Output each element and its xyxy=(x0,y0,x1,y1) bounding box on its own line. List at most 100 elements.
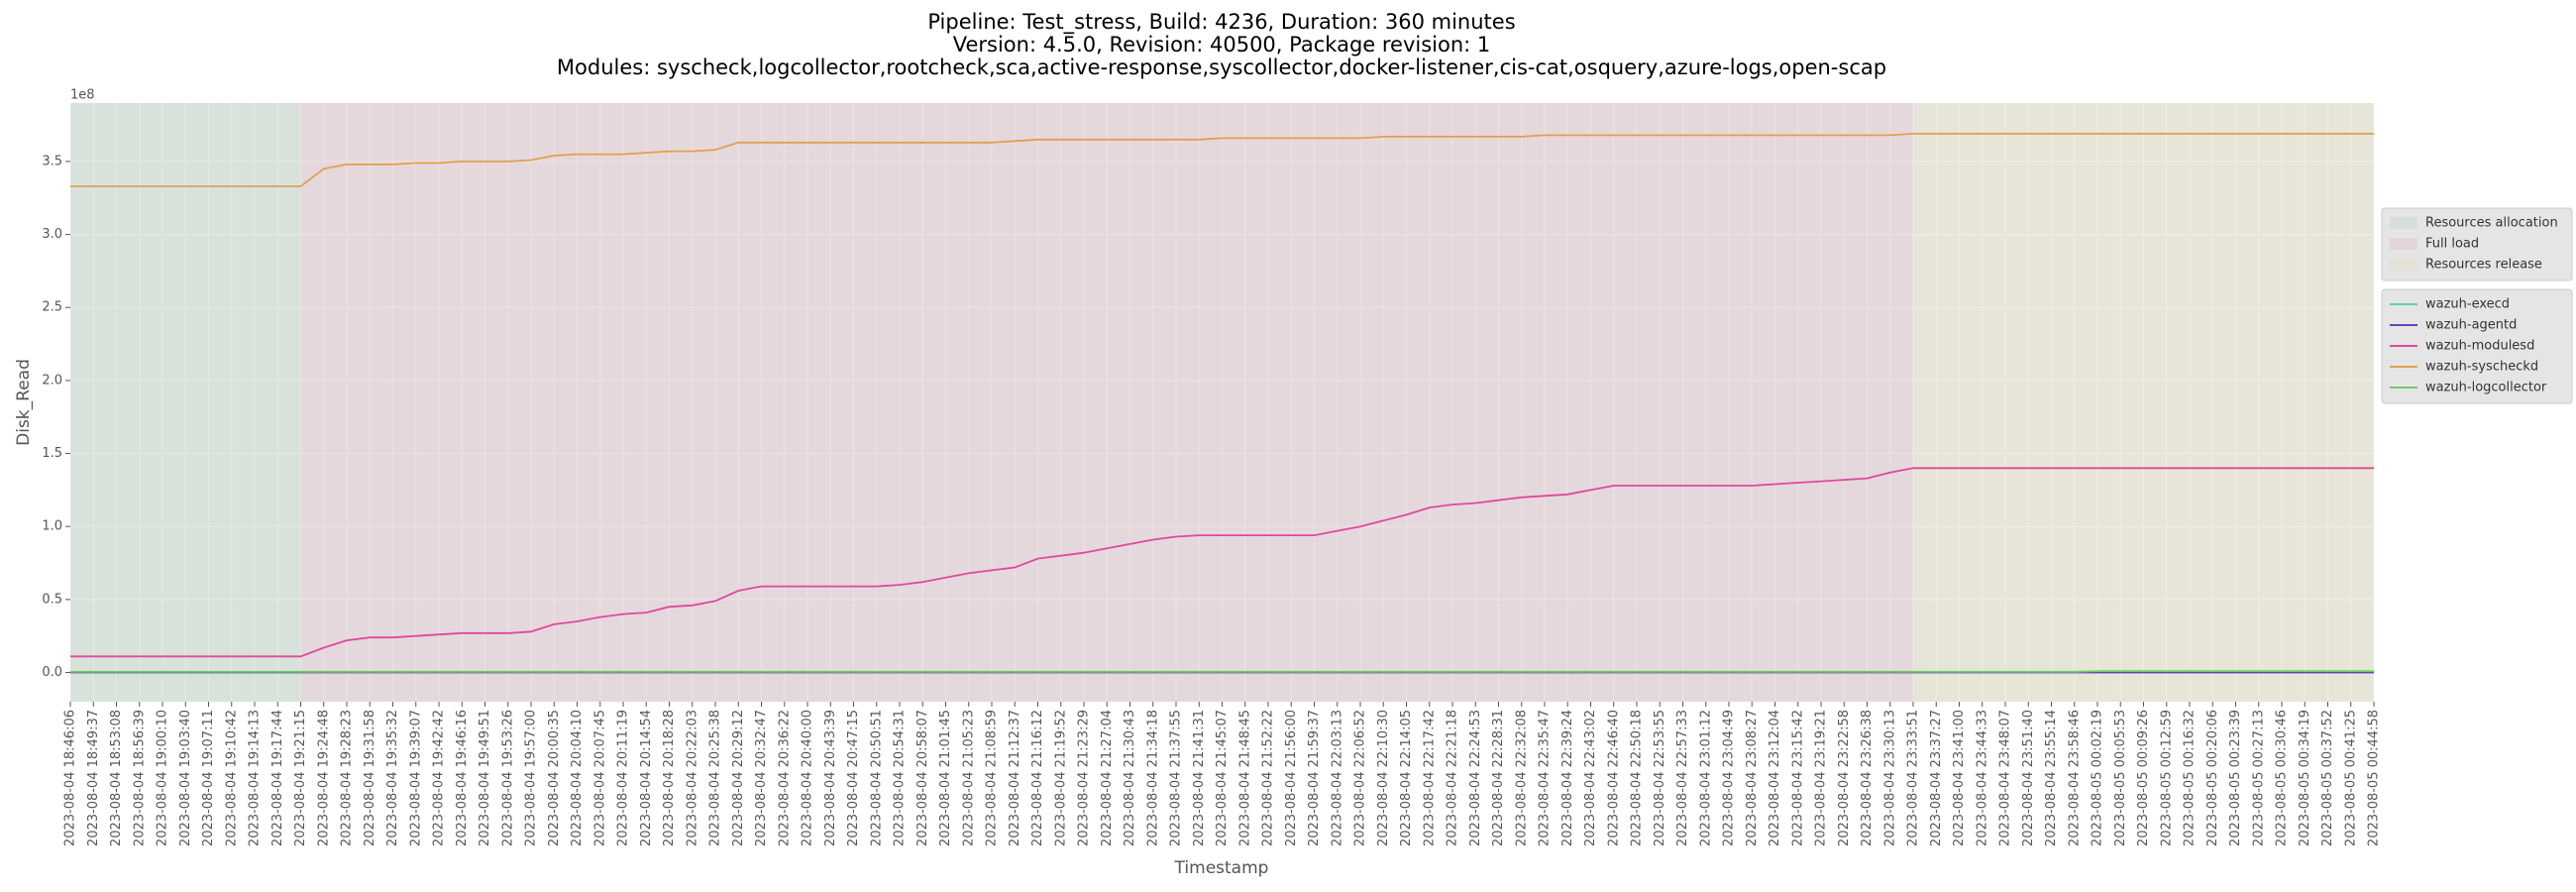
x-tick-label: 2023-08-05 00:12:59 xyxy=(2159,710,2174,846)
legend-label: wazuh-syscheckd xyxy=(2425,360,2538,375)
x-tick-label: 2023-08-04 21:34:18 xyxy=(1145,710,1160,846)
x-tick-label: 2023-08-05 00:20:06 xyxy=(2205,710,2220,846)
x-tick-label: 2023-08-05 00:09:26 xyxy=(2136,710,2151,846)
chart-title: Pipeline: Test_stress, Build: 4236, Dura… xyxy=(927,10,1515,35)
x-tick-label: 2023-08-04 21:08:59 xyxy=(985,710,1000,846)
x-tick-label: 2023-08-04 23:15:42 xyxy=(1790,710,1805,846)
x-tick-label: 2023-08-04 18:46:06 xyxy=(63,710,78,846)
x-tick-label: 2023-08-04 19:21:15 xyxy=(293,710,308,846)
x-tick-label: 2023-08-04 23:37:27 xyxy=(1929,710,1944,846)
x-tick-label: 2023-08-05 00:44:58 xyxy=(2367,710,2382,846)
series-line xyxy=(70,670,2374,673)
x-tick-label: 2023-08-04 18:56:39 xyxy=(132,710,147,846)
x-tick-label: 2023-08-04 21:05:23 xyxy=(961,710,976,846)
x-tick-label: 2023-08-04 19:28:23 xyxy=(340,710,355,846)
x-tick-label: 2023-08-04 22:28:31 xyxy=(1491,710,1506,846)
x-tick-label: 2023-08-04 21:30:43 xyxy=(1123,710,1137,846)
x-tick-label: 2023-08-04 21:16:12 xyxy=(1030,710,1045,846)
series-line xyxy=(70,133,2374,187)
y-tick-label: 2.5 xyxy=(42,300,62,315)
y-offset-label: 1e8 xyxy=(70,88,95,103)
x-tick-label: 2023-08-04 22:53:55 xyxy=(1653,710,1667,846)
y-tick-label: 1.0 xyxy=(42,519,62,534)
x-tick-label: 2023-08-04 19:14:13 xyxy=(248,710,263,846)
region xyxy=(1913,103,2374,702)
y-tick-label: 3.0 xyxy=(42,227,62,242)
x-tick-label: 2023-08-04 19:46:16 xyxy=(455,710,470,846)
x-tick-label: 2023-08-04 20:32:47 xyxy=(754,710,769,846)
x-tick-label: 2023-08-04 23:55:14 xyxy=(2044,710,2059,846)
x-tick-label: 2023-08-04 22:43:02 xyxy=(1583,710,1598,846)
x-tick-label: 2023-08-05 00:16:32 xyxy=(2183,710,2198,846)
x-tick-label: 2023-08-04 19:57:00 xyxy=(524,710,539,846)
legend-swatch xyxy=(2390,259,2417,271)
chart-title: Modules: syscheck,logcollector,rootcheck… xyxy=(557,56,1886,79)
x-tick-label: 2023-08-05 00:34:19 xyxy=(2298,710,2312,846)
x-tick-label: 2023-08-04 20:07:45 xyxy=(592,710,607,846)
x-tick-label: 2023-08-04 19:42:42 xyxy=(432,710,447,846)
x-tick-label: 2023-08-04 19:39:07 xyxy=(408,710,423,846)
x-tick-label: 2023-08-04 20:58:07 xyxy=(915,710,930,846)
legend-label: Full load xyxy=(2425,237,2479,252)
legend-label: wazuh-logcollector xyxy=(2425,381,2547,395)
x-tick-label: 2023-08-04 19:35:32 xyxy=(385,710,400,846)
x-tick-label: 2023-08-04 23:48:07 xyxy=(1998,710,2013,846)
x-tick-label: 2023-08-04 22:46:40 xyxy=(1606,710,1621,846)
x-tick-label: 2023-08-04 20:04:10 xyxy=(570,710,585,846)
x-tick-label: 2023-08-04 18:53:08 xyxy=(109,710,124,846)
x-tick-label: 2023-08-04 21:56:00 xyxy=(1284,710,1299,846)
x-tick-label: 2023-08-04 20:18:28 xyxy=(662,710,677,846)
legend-label: Resources release xyxy=(2425,258,2542,273)
legend-swatch xyxy=(2390,217,2417,229)
x-tick-label: 2023-08-04 21:27:04 xyxy=(1100,710,1115,846)
legend-label: wazuh-agentd xyxy=(2425,318,2517,333)
y-tick-label: 3.5 xyxy=(42,154,62,168)
x-tick-label: 2023-08-04 19:17:44 xyxy=(270,710,285,846)
x-tick-label: 2023-08-04 21:01:45 xyxy=(938,710,953,846)
x-tick-label: 2023-08-04 20:47:15 xyxy=(846,710,861,846)
x-tick-label: 2023-08-04 19:49:51 xyxy=(478,710,492,846)
x-tick-label: 2023-08-04 22:21:18 xyxy=(1446,710,1460,846)
x-tick-label: 2023-08-04 19:00:10 xyxy=(156,710,170,846)
y-tick-label: 0.0 xyxy=(42,665,62,680)
x-tick-label: 2023-08-04 21:48:45 xyxy=(1237,710,1252,846)
x-tick-label: 2023-08-04 22:24:53 xyxy=(1468,710,1483,846)
legend-swatch xyxy=(2390,238,2417,250)
x-tick-label: 2023-08-04 22:06:52 xyxy=(1353,710,1368,846)
x-tick-label: 2023-08-04 21:23:29 xyxy=(1077,710,1092,846)
x-tick-label: 2023-08-04 23:58:46 xyxy=(2067,710,2082,846)
legend-box xyxy=(2381,288,2573,404)
x-tick-label: 2023-08-04 21:12:37 xyxy=(1008,710,1022,846)
x-tick-label: 2023-08-04 22:17:42 xyxy=(1422,710,1437,846)
y-tick-label: 2.0 xyxy=(42,373,62,388)
x-tick-label: 2023-08-04 22:39:24 xyxy=(1560,710,1575,846)
x-tick-label: 2023-08-04 22:10:30 xyxy=(1376,710,1391,846)
x-tick-label: 2023-08-04 23:30:13 xyxy=(1882,710,1897,846)
x-tick-label: 2023-08-04 19:53:26 xyxy=(500,710,515,846)
chart-title: Version: 4.5.0, Revision: 40500, Package… xyxy=(953,33,1491,56)
x-tick-label: 2023-08-04 20:22:03 xyxy=(685,710,699,846)
y-tick-label: 0.5 xyxy=(42,592,62,607)
x-tick-label: 2023-08-04 21:59:37 xyxy=(1307,710,1322,846)
x-tick-label: 2023-08-04 19:24:48 xyxy=(316,710,331,846)
x-tick-label: 2023-08-04 20:40:00 xyxy=(801,710,815,846)
x-tick-label: 2023-08-04 21:19:52 xyxy=(1053,710,1068,846)
region xyxy=(70,103,301,702)
x-tick-label: 2023-08-04 21:52:22 xyxy=(1261,710,1276,846)
x-tick-label: 2023-08-04 20:29:12 xyxy=(731,710,746,846)
x-tick-label: 2023-08-04 23:26:38 xyxy=(1860,710,1875,846)
x-tick-label: 2023-08-04 18:49:37 xyxy=(86,710,101,846)
x-tick-label: 2023-08-04 23:01:12 xyxy=(1698,710,1713,846)
x-tick-label: 2023-08-04 22:32:08 xyxy=(1514,710,1529,846)
series-line xyxy=(70,467,2374,658)
x-tick-label: 2023-08-04 23:51:40 xyxy=(2021,710,2036,846)
x-tick-label: 2023-08-04 21:37:55 xyxy=(1169,710,1184,846)
y-axis-label: Disk_Read xyxy=(14,359,34,446)
x-axis-label: Timestamp xyxy=(1174,858,1269,878)
x-tick-label: 2023-08-05 00:30:46 xyxy=(2275,710,2290,846)
x-tick-label: 2023-08-04 22:35:47 xyxy=(1538,710,1553,846)
x-tick-label: 2023-08-04 23:33:51 xyxy=(1906,710,1921,846)
legend-label: wazuh-modulesd xyxy=(2425,339,2534,354)
x-tick-label: 2023-08-04 23:41:00 xyxy=(1952,710,1967,846)
